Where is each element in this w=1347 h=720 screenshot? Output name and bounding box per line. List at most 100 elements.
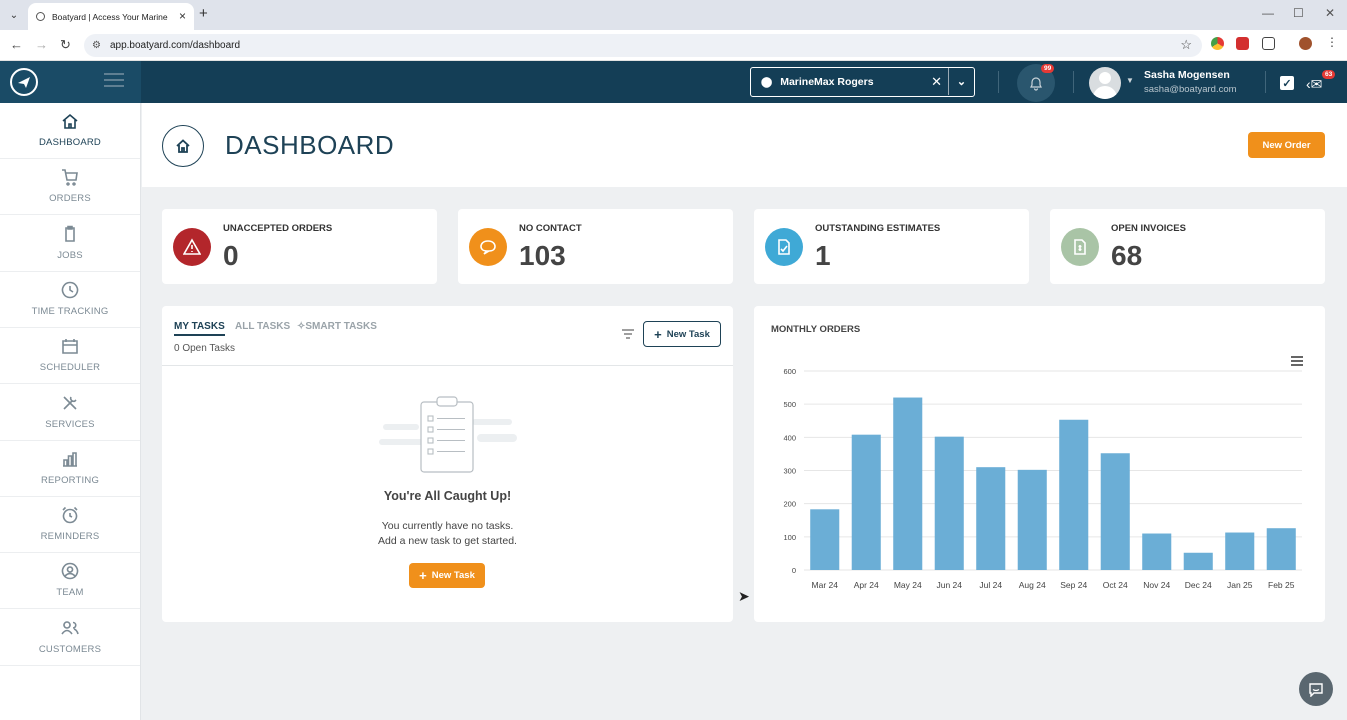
sidebar-item-dashboard[interactable]: DASHBOARD	[0, 103, 140, 159]
plus-icon: +	[654, 326, 662, 342]
chat-support-button[interactable]	[1299, 672, 1333, 706]
sidebar-item-services[interactable]: SERVICES	[0, 385, 140, 441]
monthly-orders-panel: 0 100 200 300 400 500 600 Mar 24 Apr 24 May 24 Jun…	[754, 306, 1325, 622]
sidebar-item-reminders[interactable]: REMINDERS	[0, 497, 140, 554]
url-field[interactable]: ⚙ app.boatyard.com/dashboard ☆	[84, 34, 1202, 57]
reload-icon[interactable]: ↻	[60, 37, 71, 52]
bar-jan-25[interactable]	[1225, 532, 1255, 570]
divider	[1073, 71, 1074, 93]
stat-label: OPEN INVOICES	[1111, 223, 1186, 234]
hamburger-menu-icon[interactable]	[104, 73, 124, 87]
tasks-check-icon[interactable]: ✓	[1280, 76, 1294, 90]
sidebar-item-label: SCHEDULER	[39, 362, 101, 374]
stat-card-unaccepted-orders[interactable]: UNACCEPTED ORDERS 0	[162, 209, 437, 284]
sidebar: DASHBOARD ORDERS JOBS TIME TRACKING SCHEDULE…	[0, 103, 141, 720]
bar-oct-24[interactable]	[1100, 453, 1130, 570]
sidebar-item-jobs[interactable]: JOBS	[0, 216, 140, 272]
browser-tab-bar: ⌄ Boatyard | Access Your Marine × + — ☐ …	[0, 0, 1347, 30]
sidebar-item-label: JOBS	[57, 249, 83, 261]
stat-label: OUTSTANDING ESTIMATES	[815, 223, 941, 234]
tools-icon	[63, 395, 77, 410]
chart-title: MONTHLY ORDERS	[771, 324, 861, 335]
stat-card-no-contact[interactable]: NO CONTACT 103	[458, 209, 733, 284]
browser-tab[interactable]: Boatyard | Access Your Marine ×	[28, 3, 194, 30]
sidebar-item-customers[interactable]: CUSTOMERS	[0, 610, 140, 666]
stat-card-outstanding-estimates[interactable]: OUTSTANDING ESTIMATES 1	[754, 209, 1029, 284]
maximize-icon[interactable]: ☐	[1293, 6, 1304, 20]
boatyard-logo-icon[interactable]	[10, 68, 38, 96]
calendar-icon	[62, 339, 78, 354]
bar-may-24[interactable]	[893, 397, 923, 570]
y-tick-label: 200	[783, 500, 796, 509]
page-header	[142, 103, 1347, 187]
bar-sep-24[interactable]	[1059, 419, 1089, 570]
tab-smart-tasks-label: SMART TASKS	[305, 321, 377, 332]
empty-new-task-button[interactable]: + New Task	[409, 563, 485, 588]
user-avatar[interactable]	[1089, 67, 1121, 99]
extension-red-icon[interactable]	[1236, 37, 1249, 50]
minimize-icon[interactable]: —	[1262, 6, 1274, 20]
extensions-puzzle-icon[interactable]	[1262, 37, 1275, 50]
sidebar-item-scheduler[interactable]: SCHEDULER	[0, 328, 140, 385]
messages-badge: 63	[1322, 70, 1336, 79]
sidebar-item-label: TEAM	[56, 587, 84, 599]
bar-jun-24[interactable]	[934, 436, 964, 570]
bar-aug-24[interactable]	[1017, 469, 1047, 570]
browser-menu-icon[interactable]: ⋮	[1326, 35, 1338, 49]
bar-dec-24[interactable]	[1183, 552, 1213, 570]
extension-color-icon[interactable]	[1211, 37, 1224, 50]
x-tick-label: Sep 24	[1060, 580, 1087, 590]
x-tick-label: Aug 24	[1019, 580, 1046, 590]
forward-icon[interactable]: →	[35, 37, 48, 52]
sidebar-item-label: DASHBOARD	[39, 137, 101, 148]
tab-my-tasks[interactable]: MY TASKS	[174, 321, 225, 336]
bar-nov-24[interactable]	[1142, 533, 1172, 570]
tab-all-tasks[interactable]: ALL TASKS	[235, 321, 291, 332]
location-selector[interactable]: ⬤ MarineMax Rogers ✕ ⌄	[750, 67, 975, 97]
tab-close-icon[interactable]: ×	[178, 9, 186, 23]
chart-menu-icon[interactable]	[1291, 356, 1303, 366]
warning-icon	[173, 228, 211, 266]
site-info-icon[interactable]: ⚙	[92, 40, 101, 51]
stat-card-open-invoices[interactable]: OPEN INVOICES 68	[1050, 209, 1325, 284]
empty-clipboard-icon	[379, 396, 517, 473]
filter-icon[interactable]	[621, 328, 635, 340]
plus-icon: +	[419, 568, 427, 583]
sidebar-item-time-tracking[interactable]: TIME TRACKING	[0, 272, 140, 328]
profile-avatar-icon[interactable]	[1299, 37, 1312, 50]
bar-apr-24[interactable]	[851, 434, 881, 570]
stat-value: 103	[519, 240, 566, 271]
new-order-button[interactable]: New Order	[1248, 132, 1325, 158]
clear-location-icon[interactable]: ✕	[931, 74, 942, 89]
empty-state-title: You're All Caught Up!	[383, 489, 512, 503]
sidebar-item-reporting[interactable]: REPORTING	[0, 441, 140, 497]
chevron-down-icon[interactable]: ⌄	[948, 68, 974, 95]
new-tab-icon[interactable]: +	[199, 5, 208, 22]
x-tick-label: Jan 25	[1227, 580, 1253, 590]
y-tick-label: 100	[783, 533, 796, 542]
bookmark-star-icon[interactable]: ☆	[1180, 37, 1192, 52]
user-email: sasha@boatyard.com	[1144, 84, 1237, 95]
messages-icon[interactable]: ‹✉	[1306, 76, 1323, 92]
sidebar-item-team[interactable]: TEAM	[0, 553, 140, 610]
y-tick-label: 500	[783, 400, 796, 409]
empty-state-line-2: Add a new task to get started.	[378, 535, 517, 547]
x-tick-label: Nov 24	[1143, 580, 1170, 590]
user-menu-chevron-icon[interactable]: ▼	[1126, 76, 1134, 85]
sidebar-item-label: ORDERS	[49, 193, 91, 205]
tab-search-chevron-icon[interactable]: ⌄	[9, 9, 19, 21]
sidebar-item-orders[interactable]: ORDERS	[0, 159, 140, 216]
new-task-button[interactable]: + New Task	[643, 321, 721, 347]
stat-value: 1	[815, 240, 831, 271]
y-tick-label: 300	[783, 467, 796, 476]
new-task-label: New Task	[666, 328, 710, 340]
sidebar-item-label: REPORTING	[40, 474, 100, 486]
tab-smart-tasks[interactable]: ✧SMART TASKS	[297, 321, 377, 332]
back-icon[interactable]: ←	[10, 37, 23, 52]
user-name: Sasha Mogensen	[1144, 69, 1230, 81]
bar-feb-25[interactable]	[1266, 528, 1296, 570]
window-close-icon[interactable]: ✕	[1325, 6, 1336, 20]
bar-mar-24[interactable]	[810, 509, 840, 570]
bar-jul-24[interactable]	[976, 467, 1006, 570]
y-tick-label: 0	[792, 566, 796, 575]
